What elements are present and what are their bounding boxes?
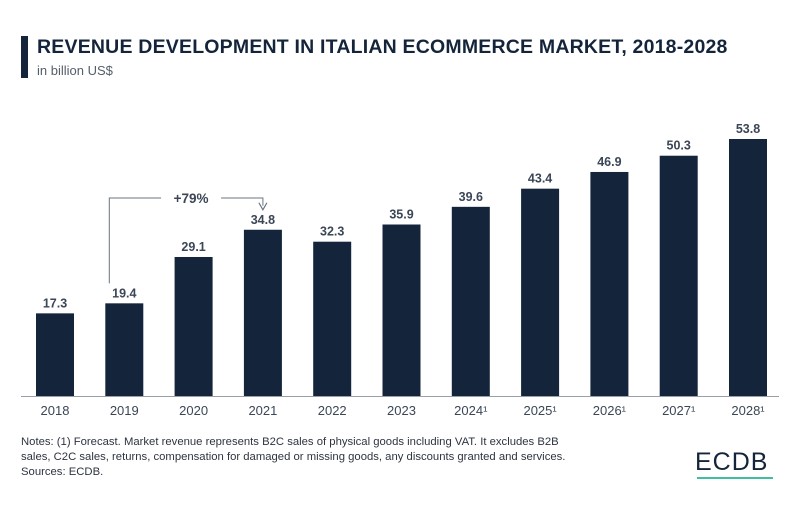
annotation-line-left bbox=[108, 197, 162, 284]
bar bbox=[243, 229, 282, 396]
data-label: 32.3 bbox=[320, 225, 344, 239]
bar bbox=[590, 171, 629, 396]
footnote-line: sales, C2C sales, returns, compensation … bbox=[21, 451, 566, 463]
data-label: 35.9 bbox=[389, 208, 413, 222]
bar bbox=[521, 188, 560, 396]
footnote-line: Notes: (1) Forecast. Market revenue repr… bbox=[21, 436, 559, 448]
x-tick-label: 2021 bbox=[248, 403, 277, 418]
x-tick-label: 2025¹ bbox=[523, 403, 557, 418]
data-label: 53.8 bbox=[736, 122, 760, 136]
data-label: 29.1 bbox=[181, 240, 205, 254]
x-tick-label: 2026¹ bbox=[593, 403, 627, 418]
data-label: 17.3 bbox=[43, 296, 67, 310]
footnote-line: Sources: ECDB. bbox=[21, 466, 104, 478]
data-label: 34.8 bbox=[251, 213, 275, 227]
data-label: 46.9 bbox=[597, 155, 621, 169]
x-tick-label: 2028¹ bbox=[731, 403, 765, 418]
bar bbox=[729, 139, 767, 396]
data-label: 19.4 bbox=[112, 286, 136, 300]
x-tick-label: 2024¹ bbox=[454, 403, 488, 418]
chart-title: REVENUE DEVELOPMENT IN ITALIAN ECOMMERCE… bbox=[37, 36, 728, 58]
data-label: 43.4 bbox=[528, 172, 552, 186]
logo-underline bbox=[697, 477, 773, 479]
annotation-line-right bbox=[221, 197, 264, 206]
title-accent-bar bbox=[21, 36, 28, 78]
bar bbox=[451, 206, 490, 396]
x-tick-label: 2023 bbox=[387, 403, 416, 418]
annotation-arrowhead bbox=[258, 202, 268, 211]
x-tick-label: 2027¹ bbox=[662, 403, 696, 418]
x-tick-label: 2018 bbox=[41, 403, 70, 418]
data-label: 50.3 bbox=[667, 139, 691, 153]
growth-annotation-label: +79% bbox=[174, 191, 209, 206]
chart-subtitle: in billion US$ bbox=[37, 63, 113, 78]
x-tick-label: 2019 bbox=[110, 403, 139, 418]
footnotes: Notes: (1) Forecast. Market revenue repr… bbox=[21, 435, 631, 480]
bar bbox=[105, 303, 144, 396]
bar bbox=[382, 224, 421, 396]
bar bbox=[313, 241, 352, 396]
data-label: 39.6 bbox=[459, 190, 483, 204]
bar-chart: 17.3 2018 19.4 2019 29.1 2020 34.8 2021 32.3 2022… bbox=[21, 122, 779, 418]
ecdb-logo: ECDB bbox=[695, 448, 769, 476]
bar bbox=[659, 155, 698, 396]
bar bbox=[174, 256, 213, 396]
x-tick-label: 2020 bbox=[179, 403, 208, 418]
bar bbox=[36, 313, 74, 396]
x-tick-label: 2022 bbox=[318, 403, 347, 418]
